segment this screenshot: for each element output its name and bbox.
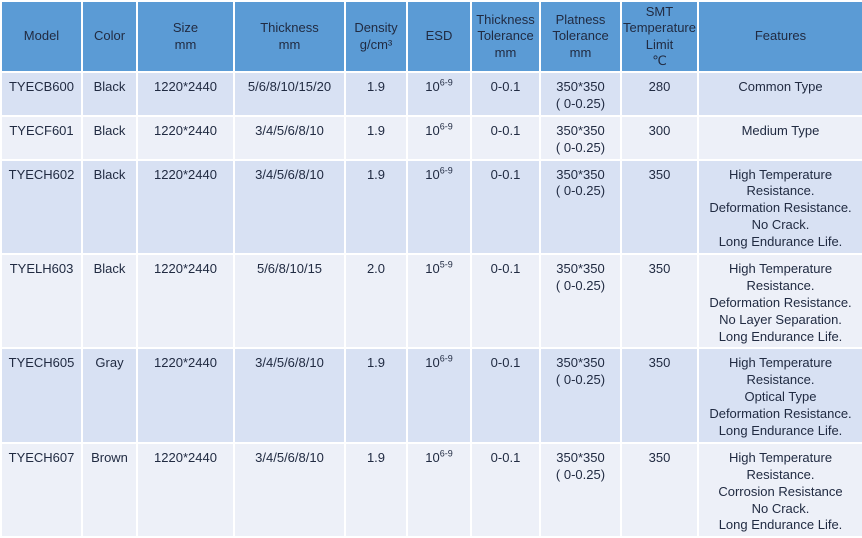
cell-features: High Temperature Resistance. Deformation… [697,158,862,256]
cell-thickness-tolerance: 0-0.1 [470,71,541,117]
esd-base: 10 [425,261,440,277]
cell-thickness: 3/4/5/6/8/10 [233,441,346,538]
cell-thickness: 3/4/5/6/8/10 [233,114,346,161]
cell-esd: 106-9 [406,347,472,444]
cell-density: 1.9 [344,114,408,161]
esd-base: 10 [425,79,440,94]
cell-features: High Temperature Resistance. Deformation… [697,253,862,350]
cell-smt-limit: 350 [620,253,699,350]
esd-exponent: 6-9 [439,354,453,365]
esd-exponent: 6-9 [439,77,453,88]
cell-platness-tolerance: 350*350 ( 0-0.25) [539,441,622,538]
cell-esd: 106-9 [406,158,472,256]
table-row: TYECH602 Black 1220*2440 3/4/5/6/8/10 1.… [0,158,862,256]
cell-features: High Temperature Resistance. Corrosion R… [697,441,862,538]
esd-exponent: 6-9 [439,448,453,459]
cell-smt-limit: 300 [620,114,699,161]
col-header-color: Color [81,0,138,73]
esd-base: 10 [425,355,440,371]
esd-exponent: 5-9 [439,259,453,270]
cell-esd: 106-9 [406,71,472,117]
col-header-density: Density g/cm³ [344,0,408,73]
esd-exponent: 6-9 [439,165,453,176]
cell-esd: 105-9 [406,253,472,350]
cell-size: 1220*2440 [136,114,235,161]
cell-thickness-tolerance: 0-0.1 [470,253,541,350]
table-row: TYECH607 Brown 1220*2440 3/4/5/6/8/10 1.… [0,441,862,538]
cell-model: TYELH603 [0,253,83,350]
esd-base: 10 [425,122,440,138]
cell-size: 1220*2440 [136,347,235,444]
cell-density: 1.9 [344,71,408,117]
table-row: TYECH605 Gray 1220*2440 3/4/5/6/8/10 1.9… [0,347,862,444]
cell-esd: 106-9 [406,114,472,161]
cell-color: Black [81,114,138,161]
cell-size: 1220*2440 [136,158,235,256]
cell-density: 1.9 [344,347,408,444]
cell-size: 1220*2440 [136,71,235,117]
table-row: TYECF601 Black 1220*2440 3/4/5/6/8/10 1.… [0,114,862,161]
cell-smt-limit: 350 [620,158,699,256]
cell-thickness-tolerance: 0-0.1 [470,114,541,161]
cell-model: TYECF601 [0,114,83,161]
table-row: TYECB600 Black 1220*2440 5/6/8/10/15/20 … [0,71,862,117]
cell-thickness: 3/4/5/6/8/10 [233,347,346,444]
col-header-model: Model [0,0,83,73]
cell-features: Medium Type [697,114,862,161]
col-header-smt-temperature-limit: SMT Temperature Limit ℃ [620,0,699,73]
cell-model: TYECH607 [0,441,83,538]
cell-size: 1220*2440 [136,253,235,350]
col-header-thickness: Thickness mm [233,0,346,73]
cell-thickness: 3/4/5/6/8/10 [233,158,346,256]
cell-size: 1220*2440 [136,441,235,538]
cell-platness-tolerance: 350*350 ( 0-0.25) [539,158,622,256]
cell-smt-limit: 350 [620,441,699,538]
col-header-size: Size mm [136,0,235,73]
cell-model: TYECH605 [0,347,83,444]
cell-density: 1.9 [344,158,408,256]
cell-thickness-tolerance: 0-0.1 [470,158,541,256]
cell-platness-tolerance: 350*350 ( 0-0.25) [539,253,622,350]
cell-color: Black [81,71,138,117]
cell-thickness: 5/6/8/10/15/20 [233,71,346,117]
cell-smt-limit: 350 [620,347,699,444]
table-row: TYELH603 Black 1220*2440 5/6/8/10/15 2.0… [0,253,862,350]
cell-features: High Temperature Resistance. Optical Typ… [697,347,862,444]
col-header-platness-tolerance: Platness Tolerance mm [539,0,622,73]
col-header-features: Features [697,0,862,73]
esd-base: 10 [425,449,440,465]
cell-thickness: 5/6/8/10/15 [233,253,346,350]
cell-thickness-tolerance: 0-0.1 [470,441,541,538]
cell-thickness-tolerance: 0-0.1 [470,347,541,444]
cell-features: Common Type [697,71,862,117]
col-header-thickness-tolerance: Thickness Tolerance mm [470,0,541,73]
cell-smt-limit: 280 [620,71,699,117]
esd-base: 10 [425,166,440,182]
cell-color: Brown [81,441,138,538]
esd-exponent: 6-9 [439,121,453,132]
cell-platness-tolerance: 350*350 ( 0-0.25) [539,71,622,117]
cell-color: Gray [81,347,138,444]
table-header-row: Model Color Size mm Thickness mm Density… [0,0,862,73]
cell-color: Black [81,158,138,256]
cell-color: Black [81,253,138,350]
col-header-esd: ESD [406,0,472,73]
cell-density: 1.9 [344,441,408,538]
cell-model: TYECB600 [0,71,83,117]
cell-density: 2.0 [344,253,408,350]
cell-model: TYECH602 [0,158,83,256]
cell-esd: 106-9 [406,441,472,538]
cell-platness-tolerance: 350*350 ( 0-0.25) [539,347,622,444]
cell-platness-tolerance: 350*350 ( 0-0.25) [539,114,622,161]
